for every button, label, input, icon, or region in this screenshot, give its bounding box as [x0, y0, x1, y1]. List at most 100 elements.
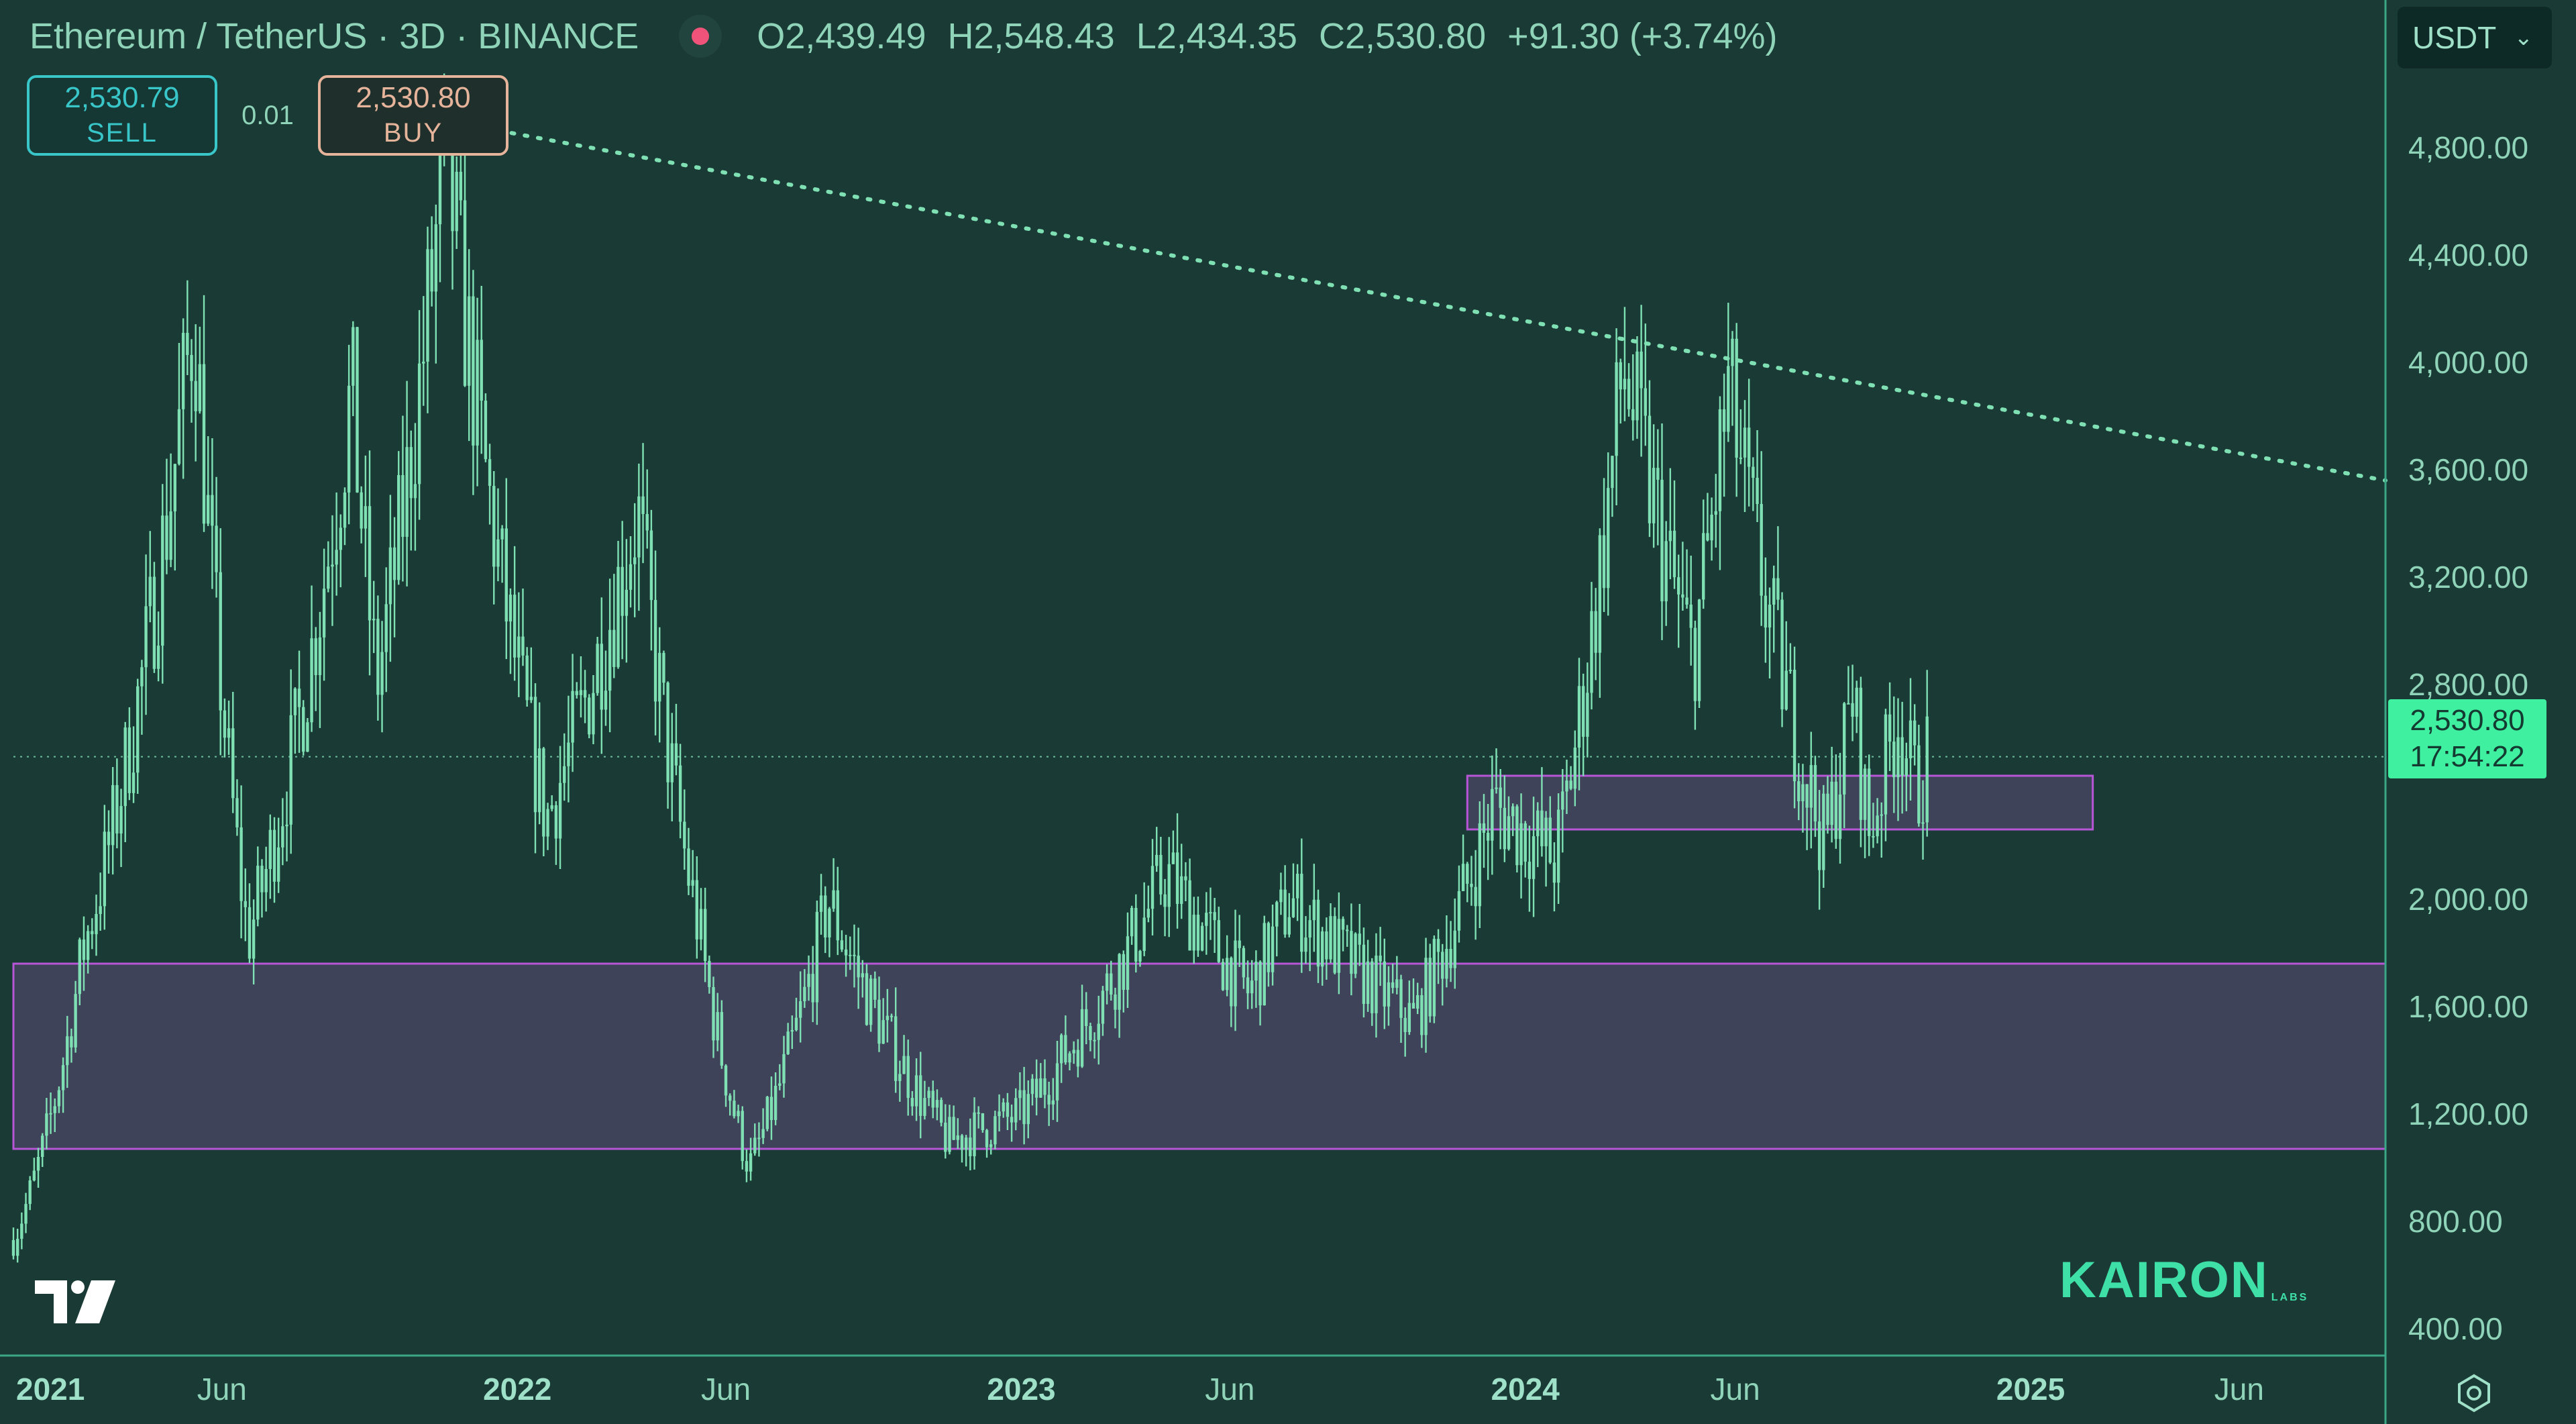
ohlc-change: +91.30 (+3.74%)	[1507, 16, 1778, 56]
buy-button[interactable]: 2,530.80 BUY	[318, 75, 508, 156]
currency-dropdown[interactable]: USDT ⌄	[2398, 7, 2552, 68]
candle-body-371	[1548, 817, 1552, 863]
candle-body-458	[1909, 720, 1913, 758]
candle-body-354	[1478, 823, 1482, 907]
candle-body-171	[720, 1012, 724, 1066]
candle-body-135	[571, 691, 574, 743]
candle-body-330	[1379, 955, 1382, 962]
candle-body-376	[1569, 780, 1572, 789]
candle-body-172	[724, 1065, 728, 1096]
candle-body-323	[1350, 931, 1353, 974]
candle-body-142	[600, 644, 603, 710]
candle-body-129	[546, 809, 549, 837]
candle-body-28	[127, 727, 131, 793]
sell-button[interactable]: 2,530.79 SELL	[27, 75, 217, 156]
candle-body-17	[82, 939, 86, 960]
candle-body-236	[989, 1144, 993, 1148]
tradingview-logo-icon[interactable]	[32, 1278, 118, 1326]
candle-body-34	[152, 576, 156, 669]
candle-body-32	[144, 606, 148, 668]
candle-body-151	[637, 496, 641, 558]
candle-body-243	[1018, 1090, 1022, 1099]
x-tick-label-5: Jun	[1205, 1372, 1254, 1407]
candle-body-424	[1768, 605, 1772, 628]
candle-body-141	[596, 644, 599, 693]
candle-body-81	[347, 385, 351, 493]
candle-body-107	[455, 171, 458, 232]
candle-body-382	[1594, 611, 1597, 653]
candle-body-128	[542, 748, 545, 837]
candle-body-303	[1267, 923, 1271, 972]
candle-body-325	[1358, 933, 1361, 945]
candle-body-346	[1445, 949, 1448, 979]
settings-gear-icon[interactable]	[2453, 1372, 2496, 1415]
candle-body-310	[1295, 874, 1299, 899]
candle-body-246	[1030, 1078, 1034, 1095]
candle-body-86	[368, 506, 372, 621]
candle-body-412	[1718, 409, 1722, 511]
candle-body-23	[107, 831, 111, 846]
candle-body-177	[745, 1161, 749, 1172]
candle-body-296	[1238, 940, 1241, 948]
candle-body-26	[119, 806, 123, 834]
symbol-title[interactable]: Ethereum / TetherUS · 3D · BINANCE	[30, 16, 639, 56]
candle-body-442	[1842, 703, 1846, 795]
candle-body-41	[181, 332, 185, 409]
candle-body-179	[753, 1137, 757, 1154]
candle-body-292	[1221, 962, 1225, 990]
candle-body-256	[1072, 1050, 1075, 1054]
candle-body-72	[310, 638, 313, 723]
candle-body-198	[832, 890, 835, 909]
candle-body-255	[1068, 1053, 1071, 1063]
candle-body-30	[136, 686, 140, 773]
candle-body-40	[177, 409, 181, 464]
y-tick-label-7: 3,600.00	[2408, 452, 2528, 487]
candle-body-63	[272, 829, 276, 882]
candle-body-99	[422, 361, 425, 364]
candle-body-350	[1461, 864, 1465, 891]
candle-body-276	[1155, 855, 1159, 866]
candle-body-161	[678, 765, 682, 822]
candle-body-266	[1114, 995, 1117, 1010]
candle-body-287	[1200, 925, 1204, 951]
candle-body-295	[1234, 940, 1237, 1007]
candle-body-92	[392, 547, 396, 580]
candle-body-291	[1217, 920, 1221, 962]
candle-body-93	[397, 475, 400, 580]
candle-body-190	[798, 1001, 802, 1018]
candle-body-149	[629, 564, 633, 590]
candle-body-450	[1876, 815, 1879, 837]
candle-body-121	[513, 595, 517, 658]
candle-body-285	[1192, 915, 1195, 951]
candle-body-264	[1105, 973, 1109, 991]
candle-body-394	[1644, 388, 1648, 416]
candle-body-431	[1797, 781, 1801, 801]
candle-body-80	[343, 492, 347, 528]
y-tick-label-2: 1,200.00	[2408, 1097, 2528, 1131]
ohlc-open: O2,439.49	[757, 16, 926, 56]
candle-body-359	[1499, 787, 1502, 808]
candle-body-242	[1014, 1098, 1018, 1123]
candle-body-36	[161, 515, 164, 646]
candle-body-76	[327, 566, 330, 589]
ohlc-high: H2,548.43	[947, 16, 1115, 56]
candle-body-10	[53, 1106, 56, 1113]
candle-body-432	[1801, 784, 1805, 801]
candle-body-294	[1230, 958, 1233, 1007]
candle-body-219	[919, 1075, 922, 1116]
candle-body-418	[1743, 427, 1747, 458]
candle-body-204	[857, 956, 860, 978]
candle-series	[11, 73, 1929, 1263]
candle-body-267	[1118, 954, 1121, 1010]
candle-body-110	[468, 296, 471, 386]
candle-body-370	[1544, 817, 1548, 847]
candle-body-39	[173, 464, 177, 512]
candle-body-312	[1304, 937, 1307, 952]
candle-body-377	[1573, 748, 1577, 789]
candle-body-58	[252, 919, 256, 959]
candle-body-301	[1258, 962, 1262, 1006]
candle-body-329	[1375, 955, 1378, 1013]
candle-body-252	[1055, 1063, 1059, 1101]
candle-body-2	[20, 1223, 23, 1239]
